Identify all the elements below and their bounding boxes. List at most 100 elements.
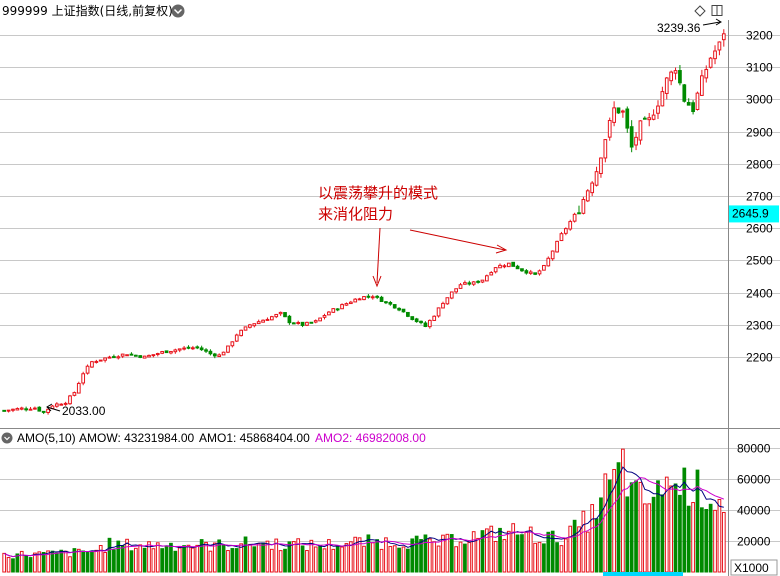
volume-bar [449,534,454,573]
volume-bar [708,503,713,573]
candle [555,240,559,253]
candle [704,65,709,83]
volume-bar [542,543,546,573]
candle [673,67,678,80]
candle [217,353,222,357]
candle [485,274,489,282]
candle [226,345,230,354]
volume-bar [261,542,265,573]
window-icon[interactable] [711,5,723,16]
candle [599,157,603,178]
volume-bar [103,551,107,573]
volume-bar [577,526,581,573]
candle [528,269,533,275]
candle [419,320,423,325]
volume-bar [511,523,516,573]
price-tick-label: 2400 [746,287,773,301]
candle [305,321,309,327]
candle [344,302,349,306]
candle [90,360,94,368]
volume-bar [283,548,287,573]
candle [664,77,669,100]
volume-bar [305,550,309,573]
candle [296,320,301,325]
volume-bar [182,545,186,573]
candle [348,300,353,305]
volume-bar [191,547,195,573]
volume-bar [296,538,301,573]
volume-bar [186,544,191,573]
volume-bar [555,542,559,573]
volume-bar [318,545,322,573]
volume-bar [331,548,336,573]
volume-bar [226,550,230,573]
candle [489,271,494,276]
volume-bar [388,546,393,573]
candle [642,116,647,120]
candle [221,351,226,356]
scroll-indicator[interactable] [603,572,683,576]
volume-bar [634,480,638,573]
candle [717,41,722,56]
volume-bar [642,503,647,573]
amo-title: AMO(5,10) [17,431,76,445]
candle [577,205,581,215]
volume-bar [528,526,533,573]
candle [274,313,279,319]
volume-bar [686,505,691,573]
candle [423,321,428,328]
candle [607,117,612,141]
volume-bar [401,546,406,573]
price-tick-label: 2500 [746,254,773,268]
candle [353,298,358,303]
candle [506,262,511,268]
candle [502,264,507,269]
price-tick-label: 3100 [746,61,773,75]
diamond-icon[interactable] [694,5,706,17]
volume-bar [559,545,564,573]
volume-bar [585,531,590,573]
candle [313,319,318,324]
volume-bar [721,511,726,573]
candle [388,300,393,306]
candle [81,371,86,386]
price-tick-label: 2900 [746,126,773,140]
volume-tick-label: 60000 [737,473,771,487]
volume-bar [147,541,151,573]
candle [713,45,717,65]
candle [603,139,608,163]
candle [283,312,287,318]
candle [208,349,213,356]
candle [248,323,252,329]
volume-bar [419,539,423,573]
candle [708,56,713,69]
candle [401,308,406,313]
chevron-down-icon[interactable] [171,4,185,18]
volume-bar [590,504,595,573]
volume-settings-icon[interactable] [1,432,13,444]
candle [68,394,72,405]
volume-bar [489,525,494,573]
volume-bar [563,538,568,573]
candle [63,401,68,406]
volume-bar [133,547,138,573]
volume-bar [700,507,704,573]
candle [392,304,397,309]
volume-tick-label: 80000 [737,442,771,456]
candle [559,231,564,242]
volume-bar [436,545,441,573]
volume-bar [173,550,178,573]
candle [357,297,362,301]
candle [155,352,160,357]
candle [362,296,366,301]
price-tick-label: 2200 [746,351,773,365]
volume-ma5-line [3,466,724,558]
volume-bar [151,548,156,573]
price-axis: 3200 3100 3000 2900 2800 2700 2600 2500 2400 2300… [746,29,773,365]
candle [278,311,283,316]
candle [322,313,327,320]
candle [177,348,182,353]
volume-bar [90,551,94,573]
candle [629,120,634,153]
volume-bar [379,548,384,573]
